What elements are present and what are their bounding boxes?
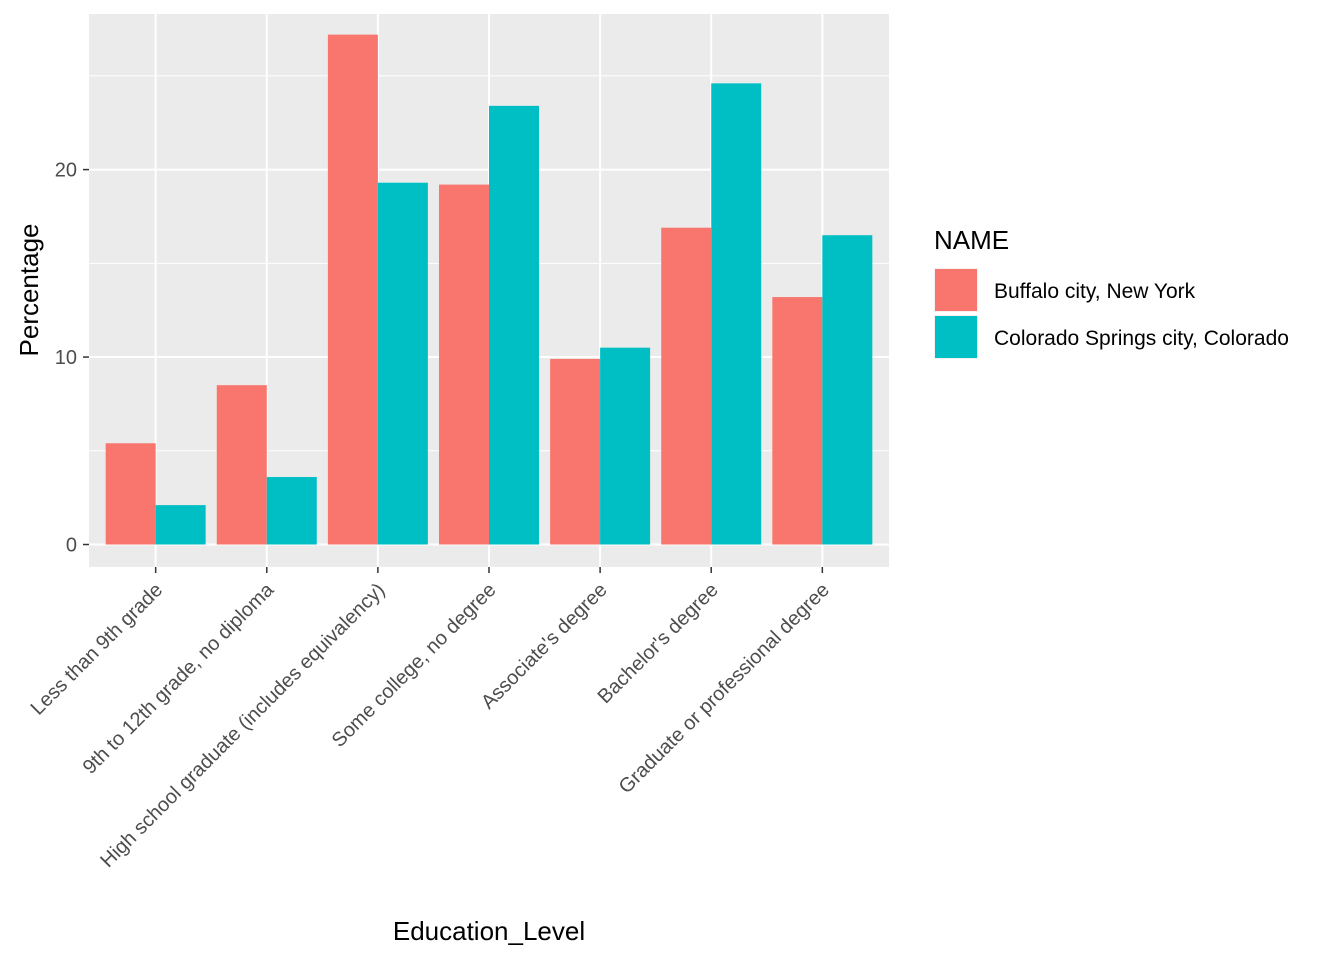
y-tick-label: 10 [55,347,77,369]
y-tick-label: 0 [66,535,77,557]
bar-buffalo [327,34,378,545]
bar-colorado-springs [266,477,317,545]
legend-swatch [935,269,977,311]
bar-colorado-springs [822,235,873,545]
bar-buffalo [772,297,823,545]
bar-buffalo [550,358,601,545]
bar-colorado-springs [155,505,206,545]
bars [105,34,873,545]
bar-buffalo [439,184,489,545]
bar-colorado-springs [600,347,651,545]
legend-swatch [935,316,977,358]
bar-buffalo [661,227,712,545]
legend-title: NAME [934,225,1009,255]
bar-buffalo [105,443,156,545]
bar-buffalo [216,385,267,545]
y-tick-label: 20 [55,160,77,182]
x-tick-label: Associate's degree [477,579,612,714]
legend: NAME Buffalo city, New York Colorado Spri… [934,225,1289,359]
x-tick-label: Bachelor's degree [594,579,723,708]
y-axis: 0 10 20 [55,160,89,557]
x-tick-label: Graduate or professional degree [615,579,834,798]
bar-colorado-springs [489,105,539,545]
legend-label: Colorado Springs city, Colorado [994,327,1289,350]
y-axis-title: Percentage [14,224,44,357]
bar-colorado-springs [377,182,428,545]
bar-colorado-springs [711,83,762,545]
legend-label: Buffalo city, New York [994,280,1196,303]
x-axis-title: Education_Level [393,916,585,946]
x-tick-label: 9th to 12th grade, no diploma [79,578,279,778]
